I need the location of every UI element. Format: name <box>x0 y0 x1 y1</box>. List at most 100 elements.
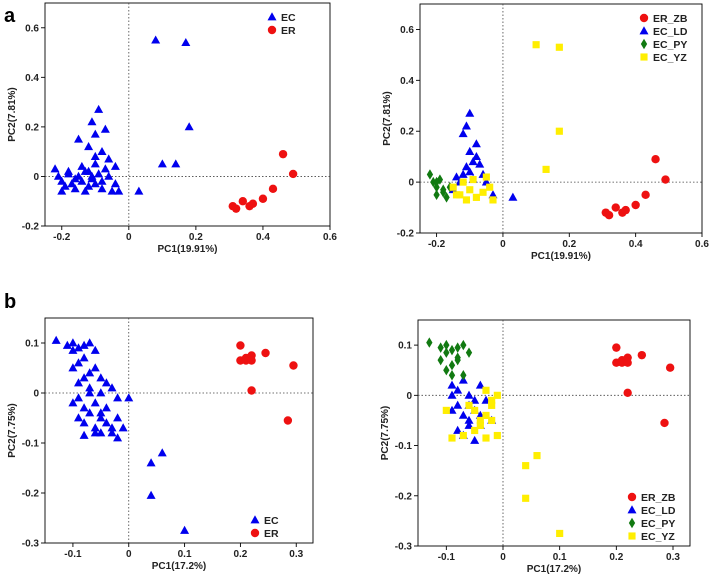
scatter-plot-a-right: -0.2 0 0.2 0.4 0.6 -0.2 0 0.2 0.4 0.6 PC1(19.91%) P… <box>382 3 709 262</box>
series-ec-yz <box>442 386 564 538</box>
data-point-ec-ld <box>508 192 518 201</box>
data-point-ec <box>114 186 124 195</box>
x-tick-label: 0.1 <box>553 552 567 563</box>
legend-label: EC <box>281 12 296 24</box>
data-point-ec <box>96 373 106 382</box>
x-tick-label: 0 <box>126 549 132 560</box>
data-point-ec <box>90 151 100 160</box>
series-ec-py <box>426 337 473 381</box>
data-point-er <box>247 356 256 365</box>
data-point-ec-yz <box>486 183 494 191</box>
data-point-ec <box>74 343 83 352</box>
x-tick-label: 0.6 <box>695 239 709 250</box>
legend-label: ER <box>281 25 296 37</box>
x-tick-label: 0.2 <box>609 552 623 563</box>
data-point-ec-py <box>448 360 456 371</box>
data-point-ec-ld <box>475 380 485 389</box>
series-ec <box>51 335 190 534</box>
series-er <box>228 149 298 213</box>
y-axis-title: PC2(7.75%) <box>380 406 391 460</box>
data-point-ec <box>74 378 83 387</box>
data-point-ec-ld <box>488 190 498 199</box>
legend-label: EC_YZ <box>641 531 675 543</box>
y-tick-label: 0 <box>406 391 412 402</box>
y-axis-title: PC2(7.81%) <box>382 91 393 145</box>
data-point-er-zb <box>651 155 660 164</box>
scatter-plot-b-right: -0.1 0 0.1 0.2 0.3-0.3-0.2-0.100.1PC1(17.2%)… <box>380 319 691 575</box>
data-point-ec <box>146 490 156 499</box>
y-tick-label: -0.2 <box>22 222 40 233</box>
data-point-ec <box>53 171 63 180</box>
data-point-ec-yz <box>479 188 487 196</box>
data-point-ec <box>113 433 123 442</box>
data-point-er <box>236 341 245 350</box>
data-point-ec <box>79 340 89 349</box>
series-ec <box>50 35 194 195</box>
series-ec-yz <box>449 41 563 204</box>
data-point-ec-py <box>437 342 444 353</box>
data-point-ec-ld <box>471 151 481 161</box>
data-point-ec-py <box>433 189 440 201</box>
data-point-ec-py <box>443 365 450 376</box>
data-point-ec <box>57 176 67 185</box>
data-point-er-zb <box>623 358 632 367</box>
x-axis-title: PC1(17.2%) <box>527 564 581 575</box>
plot-frame <box>44 317 314 544</box>
data-point-ec-yz <box>488 396 496 404</box>
x-tick-label: 0 <box>500 552 506 563</box>
y-tick-label: -0.1 <box>395 441 413 452</box>
data-point-ec <box>107 428 117 437</box>
legend-label: ER_ZB <box>653 13 688 25</box>
legend-marker-er <box>267 25 277 35</box>
data-point-ec <box>50 164 60 173</box>
data-point-ec <box>104 154 114 163</box>
data-point-ec <box>110 161 120 170</box>
data-point-ec <box>77 176 87 185</box>
data-point-ec <box>107 423 117 432</box>
data-point-ec <box>118 423 128 432</box>
data-point-ec-yz <box>488 401 496 409</box>
data-point-ec-ld <box>464 415 474 424</box>
data-point-ec <box>70 174 80 183</box>
data-point-ec <box>90 129 100 138</box>
data-point-er-zb <box>660 418 669 428</box>
data-point-er <box>231 204 241 213</box>
data-point-ec <box>74 358 83 367</box>
x-tick-label: 0.1 <box>178 549 192 560</box>
data-point-ec <box>60 181 70 190</box>
y-tick-label: 0.2 <box>25 122 39 133</box>
data-point-ec <box>85 388 95 397</box>
x-tick-label: 0.4 <box>629 239 643 250</box>
data-point-er <box>278 149 288 159</box>
data-point-ec <box>79 373 89 382</box>
data-point-ec-ld <box>475 159 485 168</box>
data-point-ec <box>101 403 111 412</box>
data-point-ec <box>146 458 156 467</box>
data-point-ec-py <box>454 342 461 353</box>
data-point-ec-ld <box>458 129 468 138</box>
data-point-ec <box>96 413 106 422</box>
y-tick-label: 0.6 <box>400 25 414 36</box>
data-point-ec-ld <box>461 162 471 171</box>
data-point-ec <box>171 159 181 168</box>
legend-marker-er-zb <box>627 492 637 502</box>
data-point-ec <box>113 413 123 422</box>
data-point-ec <box>70 184 80 193</box>
data-point-ec <box>80 166 90 175</box>
data-point-ec-py <box>443 347 450 358</box>
data-point-ec-ld <box>458 410 468 419</box>
data-point-ec-yz <box>476 421 484 430</box>
data-point-ec-yz <box>533 452 541 460</box>
y-tick-label: -0.3 <box>395 542 413 553</box>
data-point-ec-ld <box>464 420 474 429</box>
data-point-ec <box>77 161 87 170</box>
data-point-ec <box>157 448 167 457</box>
data-point-er-zb <box>612 343 621 352</box>
data-point-ec <box>62 340 72 349</box>
y-axis-title: PC2(7.75%) <box>7 403 18 457</box>
data-point-ec-yz <box>482 434 490 442</box>
x-tick-label: -0.1 <box>64 549 82 560</box>
data-point-er-zb <box>665 363 675 372</box>
